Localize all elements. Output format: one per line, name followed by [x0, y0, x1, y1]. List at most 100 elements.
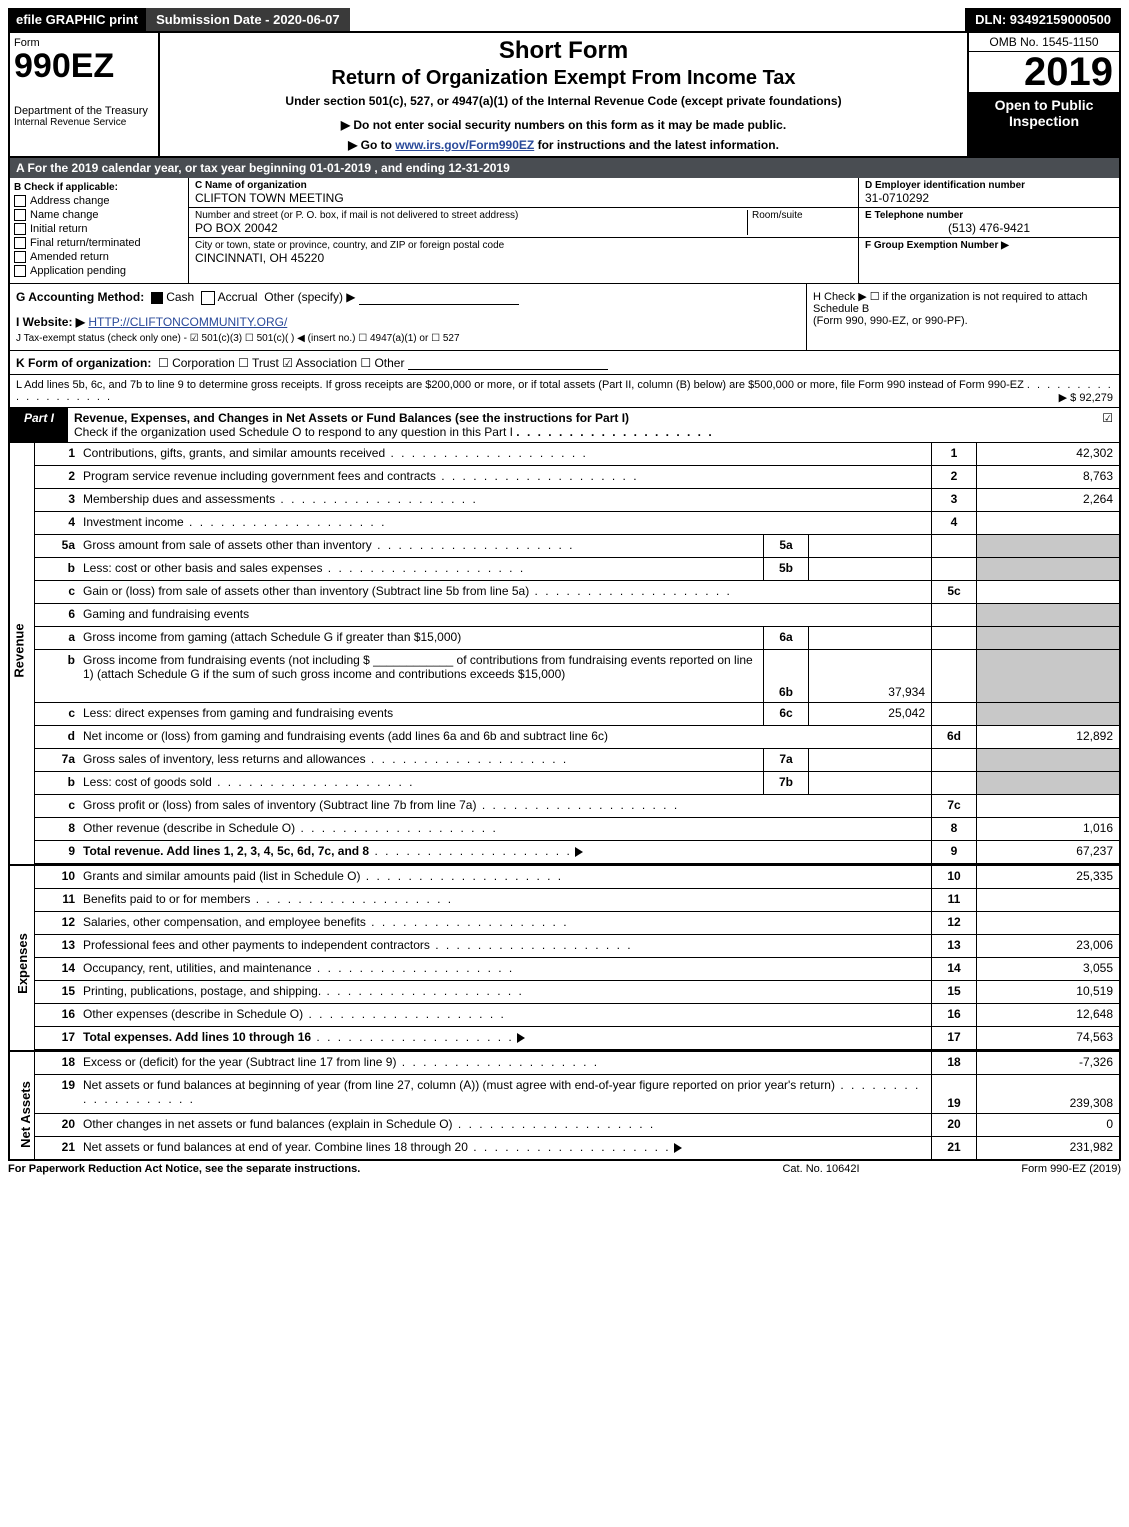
l21-val: 231,982: [976, 1137, 1119, 1159]
ssn-notice: ▶ Do not enter social security numbers o…: [166, 118, 961, 132]
submission-date: Submission Date - 2020-06-07: [146, 8, 350, 31]
l6b-sub: 6b: [763, 650, 809, 702]
expenses-section: Expenses 10Grants and similar amounts pa…: [10, 864, 1119, 1050]
chk-amended-return[interactable]: [14, 251, 26, 263]
part-1-tag: Part I: [10, 408, 68, 442]
l17-ref: 17: [931, 1027, 976, 1049]
chk-application-pending[interactable]: [14, 265, 26, 277]
box-h: H Check ▶ ☐ if the organization is not r…: [806, 284, 1119, 350]
telephone-value: (513) 476-9421: [865, 221, 1113, 235]
box-i-label: I Website: ▶: [16, 315, 85, 329]
l6c-desc: Less: direct expenses from gaming and fu…: [83, 706, 393, 720]
l7b-desc: Less: cost of goods sold: [83, 775, 212, 789]
l12-val: [976, 912, 1119, 934]
cat-no: Cat. No. 10642I: [721, 1163, 921, 1175]
gross-receipts-value: ▶ $ 92,279: [1059, 391, 1113, 404]
paperwork-notice: For Paperwork Reduction Act Notice, see …: [8, 1163, 721, 1175]
l21-ref: 21: [931, 1137, 976, 1159]
l8-desc: Other revenue (describe in Schedule O): [83, 821, 295, 835]
l5a-sub: 5a: [763, 535, 809, 557]
lbl-application-pending: Application pending: [30, 265, 126, 277]
l5b-num: b: [35, 558, 79, 580]
dln-label: DLN: 93492159000500: [965, 8, 1121, 31]
l3-val: 2,264: [976, 489, 1119, 511]
box-g-label: G Accounting Method:: [16, 290, 144, 304]
chk-initial-return[interactable]: [14, 223, 26, 235]
l14-desc: Occupancy, rent, utilities, and maintena…: [83, 961, 312, 975]
org-city: CINCINNATI, OH 45220: [195, 251, 852, 265]
l17-desc: Total expenses. Add lines 10 through 16: [83, 1030, 311, 1044]
l6a-valgrey: [976, 627, 1119, 649]
l13-desc: Professional fees and other payments to …: [83, 938, 430, 952]
form-frame: Form 990EZ Department of the Treasury In…: [8, 31, 1121, 1161]
l9-num: 9: [35, 841, 79, 863]
l11-num: 11: [35, 889, 79, 911]
l17-arrow-icon: [517, 1033, 525, 1043]
l9-val: 67,237: [976, 841, 1119, 863]
l6a-num: a: [35, 627, 79, 649]
l5a-refgrey: [931, 535, 976, 557]
website-link[interactable]: HTTP://CLIFTONCOMMUNITY.ORG/: [88, 315, 287, 329]
l1-desc: Contributions, gifts, grants, and simila…: [83, 446, 385, 460]
l7b-num: b: [35, 772, 79, 794]
l5b-valgrey: [976, 558, 1119, 580]
l7a-sv: [809, 749, 931, 771]
chk-final-return[interactable]: [14, 237, 26, 249]
l7b-valgrey: [976, 772, 1119, 794]
org-name: CLIFTON TOWN MEETING: [195, 191, 852, 205]
revenue-section: Revenue 1Contributions, gifts, grants, a…: [10, 443, 1119, 864]
header-middle: Short Form Return of Organization Exempt…: [160, 33, 967, 156]
l20-ref: 20: [931, 1114, 976, 1136]
part-1-title: Revenue, Expenses, and Changes in Net As…: [68, 408, 1096, 442]
l4-ref: 4: [931, 512, 976, 534]
l7b-refgrey: [931, 772, 976, 794]
l6d-num: d: [35, 726, 79, 748]
goto-line: ▶ Go to www.irs.gov/Form990EZ for instru…: [166, 138, 961, 152]
l20-val: 0: [976, 1114, 1119, 1136]
l9-desc: Total revenue. Add lines 1, 2, 3, 4, 5c,…: [83, 844, 369, 858]
l15-val: 10,519: [976, 981, 1119, 1003]
lbl-initial-return: Initial return: [30, 223, 87, 235]
chk-cash[interactable]: [151, 292, 163, 304]
l6b-desc: Gross income from fundraising events (no…: [83, 653, 753, 681]
l12-num: 12: [35, 912, 79, 934]
netassets-rot: Net Assets: [10, 1052, 35, 1159]
chk-name-change[interactable]: [14, 209, 26, 221]
l12-ref: 12: [931, 912, 976, 934]
part-1-check[interactable]: ☑: [1096, 408, 1119, 442]
form-ref: Form 990-EZ (2019): [921, 1163, 1121, 1175]
l15-num: 15: [35, 981, 79, 1003]
org-street: PO BOX 20042: [195, 221, 747, 235]
l8-val: 1,016: [976, 818, 1119, 840]
netassets-section: Net Assets 18Excess or (deficit) for the…: [10, 1050, 1119, 1159]
other-specify-line[interactable]: [359, 290, 519, 305]
l6-num: 6: [35, 604, 79, 626]
chk-address-change[interactable]: [14, 195, 26, 207]
box-h-line2: (Form 990, 990-EZ, or 990-PF).: [813, 315, 1113, 327]
chk-accrual[interactable]: [201, 291, 215, 305]
efile-label[interactable]: efile GRAPHIC print: [8, 8, 146, 31]
l7a-num: 7a: [35, 749, 79, 771]
goto-link[interactable]: www.irs.gov/Form990EZ: [395, 138, 534, 152]
l1-num: 1: [35, 443, 79, 465]
part-1-subtitle: Check if the organization used Schedule …: [74, 425, 513, 439]
top-bar: efile GRAPHIC print Submission Date - 20…: [8, 8, 1121, 31]
l6b-sv: 37,934: [809, 650, 931, 702]
l20-desc: Other changes in net assets or fund bala…: [83, 1117, 453, 1131]
l2-num: 2: [35, 466, 79, 488]
return-title: Return of Organization Exempt From Incom…: [166, 67, 961, 90]
org-other-line[interactable]: [408, 355, 608, 370]
l18-ref: 18: [931, 1052, 976, 1074]
l6c-num: c: [35, 703, 79, 725]
l5a-desc: Gross amount from sale of assets other t…: [83, 538, 372, 552]
l19-num: 19: [35, 1075, 79, 1113]
l13-num: 13: [35, 935, 79, 957]
box-l-text: L Add lines 5b, 6c, and 7b to line 9 to …: [16, 379, 1024, 391]
expenses-rows: 10Grants and similar amounts paid (list …: [35, 866, 1119, 1050]
box-c: C Name of organization CLIFTON TOWN MEET…: [189, 178, 858, 283]
l10-desc: Grants and similar amounts paid (list in…: [83, 869, 360, 883]
lbl-name-change: Name change: [30, 209, 99, 221]
l9-ref: 9: [931, 841, 976, 863]
l15-desc: Printing, publications, postage, and shi…: [83, 984, 321, 998]
l7a-desc: Gross sales of inventory, less returns a…: [83, 752, 366, 766]
